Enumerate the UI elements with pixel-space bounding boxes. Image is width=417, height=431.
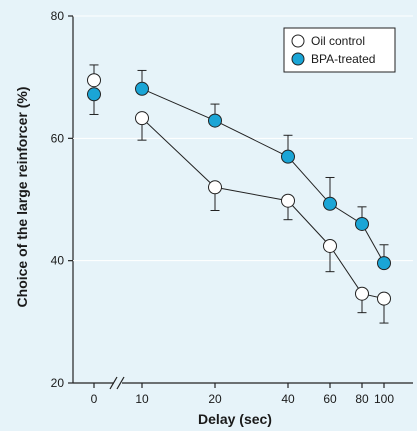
x-tick-label: 20 [208,392,222,406]
data-point-2 [323,196,337,211]
legend: Oil control BPA-treated [283,27,396,73]
data-point-1 [377,291,391,306]
y-tick-label: 80 [51,9,65,23]
data-point-2 [377,256,391,271]
y-tick-label: 60 [51,131,65,145]
data-point-2 [281,149,295,164]
data-point-1 [323,238,337,253]
data-point-2 [355,216,369,231]
data-point-1 [208,180,222,195]
axis-break-mark [109,376,118,390]
data-point-1 [355,286,369,301]
y-tick-label: 20 [51,376,65,390]
x-tick-label: 0 [91,392,98,406]
data-point-1 [87,73,101,88]
legend-label: Oil control [311,34,365,48]
legend-label: BPA-treated [311,52,375,66]
x-tick-label: 100 [374,392,394,406]
data-point-1 [281,193,295,208]
axis-break-gap [114,381,122,385]
y-axis-title: Choice of the large reinforcer (%) [14,87,30,308]
x-axis-title: Delay (sec) [198,411,272,427]
x-tick-label: 80 [355,392,369,406]
data-point-2 [135,81,149,96]
series-line-1 [141,117,385,300]
axis-break-mark [116,376,125,390]
y-tick-label: 40 [51,254,65,268]
x-tick-label: 60 [323,392,337,406]
series-line-2 [141,88,385,264]
data-point-1 [135,111,149,126]
legend-box [283,27,396,73]
series-lines [141,88,385,300]
data-point-2 [208,113,222,128]
series-markers [87,73,391,306]
legend-marker [291,34,305,48]
x-tick-label: 10 [135,392,149,406]
error-bars [89,64,389,324]
axes: 20 40 60 80 0 10 20 40 60 80 100 [51,9,413,406]
x-tick-label: 40 [281,392,295,406]
data-point-2 [87,87,101,102]
legend-marker [291,52,305,66]
